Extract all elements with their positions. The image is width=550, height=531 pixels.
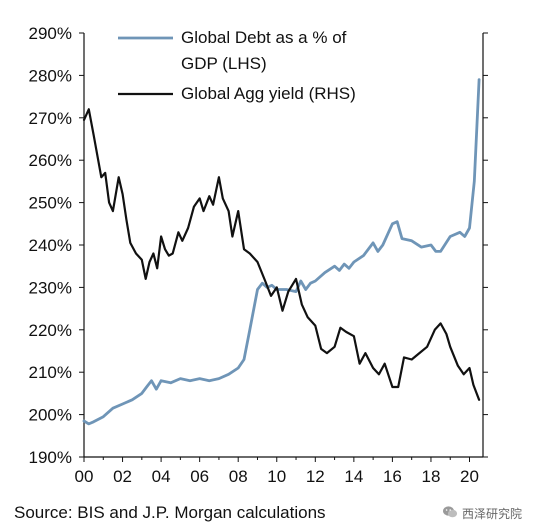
legend-label: Global Agg yield (RHS) xyxy=(181,84,356,103)
legend: Global Debt as a % of GDP (LHS) Global Agg… xyxy=(118,28,356,103)
axes: 190% 200% 210% 220% 230% 240% 250% 260% 270% 280%… xyxy=(29,24,488,486)
x-tick-label: 00 xyxy=(75,467,94,486)
wechat-icon xyxy=(443,506,458,518)
y-tick-label: 210% xyxy=(29,363,72,382)
x-tick-label: 04 xyxy=(152,467,171,486)
y-tick-label: 260% xyxy=(29,151,72,170)
y-tick-label: 200% xyxy=(29,406,72,425)
x-tick-label: 10 xyxy=(267,467,286,486)
y-tick-label: 220% xyxy=(29,321,72,340)
series-line-global-debt xyxy=(82,78,481,426)
x-tick-label: 02 xyxy=(113,467,132,486)
x-tick-label: 20 xyxy=(460,467,479,486)
x-tick-label: 06 xyxy=(190,467,209,486)
x-tick-label: 14 xyxy=(344,467,363,486)
source-note: Source: BIS and J.P. Morgan calculations xyxy=(14,503,326,522)
x-tick-label: 18 xyxy=(421,467,440,486)
series-layer xyxy=(82,78,481,426)
x-tick-label: 16 xyxy=(383,467,402,486)
legend-label: GDP (LHS) xyxy=(181,54,267,73)
x-tick-label: 08 xyxy=(229,467,248,486)
series-line-global-agg-yield xyxy=(82,108,481,401)
legend-label: Global Debt as a % of xyxy=(181,28,347,47)
y-tick-label: 290% xyxy=(29,24,72,43)
y-tick-label: 250% xyxy=(29,194,72,213)
watermark: 西泽研究院 xyxy=(462,507,523,521)
y-tick-label: 280% xyxy=(29,66,72,85)
y-tick-label: 230% xyxy=(29,278,72,297)
y-tick-label: 190% xyxy=(29,448,72,467)
y-tick-label: 270% xyxy=(29,109,72,128)
x-tick-label: 12 xyxy=(306,467,325,486)
y-tick-label: 240% xyxy=(29,236,72,255)
